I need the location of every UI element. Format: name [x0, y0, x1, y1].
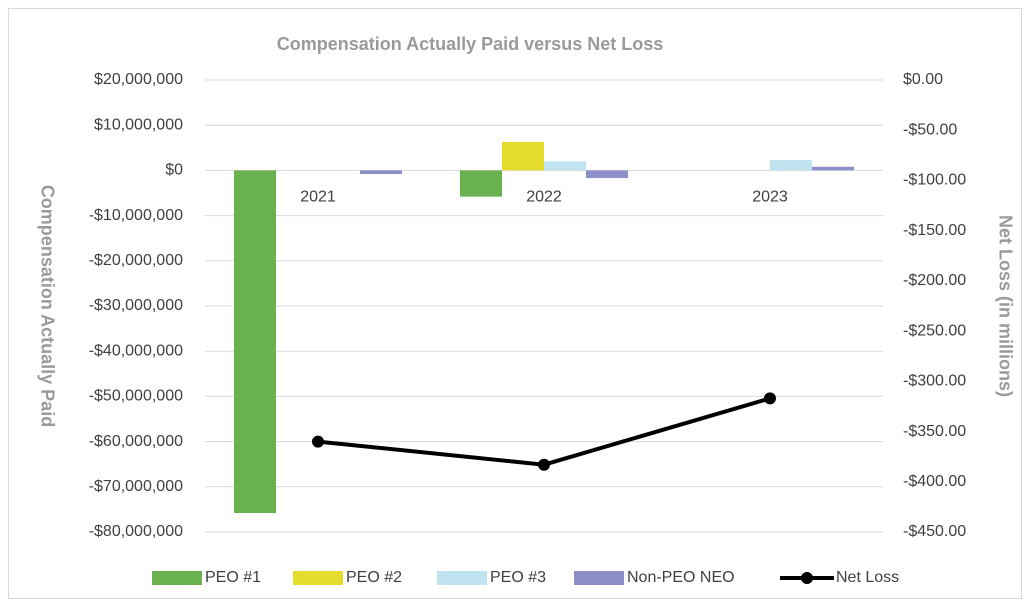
legend-swatch: [293, 571, 343, 585]
bar: [586, 170, 628, 179]
y-tick-label: -$60,000,000: [89, 433, 183, 450]
y-tick-label: -$70,000,000: [89, 478, 183, 495]
y-tick-label: -$20,000,000: [89, 252, 183, 269]
legend-label: PEO #2: [346, 569, 402, 586]
y-tick-label: -$10,000,000: [89, 207, 183, 224]
y2-tick-label: -$450.00: [903, 523, 966, 540]
legend-swatch: [574, 571, 624, 585]
y2-tick-label: -$50.00: [903, 121, 957, 138]
y-tick-label: -$80,000,000: [89, 523, 183, 540]
bar: [360, 170, 402, 175]
legend-label: Non-PEO NEO: [627, 569, 735, 586]
line-marker: [764, 392, 776, 405]
y2-tick-label: -$350.00: [903, 423, 966, 440]
y-tick-label: $20,000,000: [94, 71, 183, 88]
line-marker: [538, 458, 550, 471]
y2-tick-label: -$250.00: [903, 322, 966, 339]
y2-tick-label: -$150.00: [903, 222, 966, 239]
bar: [502, 141, 544, 171]
y-axis-title: Compensation Actually Paid: [37, 185, 57, 427]
legend-swatch: [437, 571, 487, 585]
legend-swatch: [152, 571, 202, 585]
legend-marker: [801, 572, 813, 584]
chart-title: Compensation Actually Paid versus Net Lo…: [277, 34, 663, 54]
legend-label: PEO #1: [205, 569, 261, 586]
y2-tick-label: -$300.00: [903, 373, 966, 390]
x-tick-label: 2021: [300, 189, 336, 206]
x-tick-label: 2023: [752, 189, 788, 206]
legend-label: Net Loss: [836, 569, 899, 586]
bar: [770, 160, 812, 171]
legend-label: PEO #3: [490, 569, 546, 586]
y-tick-label: $10,000,000: [94, 116, 183, 133]
y-tick-label: -$50,000,000: [89, 388, 183, 405]
x-tick-label: 2022: [526, 189, 562, 206]
bar: [460, 170, 502, 197]
bar: [234, 170, 276, 514]
y-tick-label: -$30,000,000: [89, 297, 183, 314]
y-tick-label: -$40,000,000: [89, 342, 183, 359]
y2-tick-label: $0.00: [903, 71, 943, 88]
bar: [544, 161, 586, 171]
y2-tick-label: -$100.00: [903, 172, 966, 189]
bar: [812, 166, 854, 171]
line-marker: [312, 435, 324, 448]
y2-tick-label: -$400.00: [903, 473, 966, 490]
chart-border: [8, 8, 1022, 599]
y2-axis-title: Net Loss (in millions): [995, 215, 1015, 397]
y-tick-label: $0: [165, 162, 183, 179]
y2-tick-label: -$200.00: [903, 272, 966, 289]
